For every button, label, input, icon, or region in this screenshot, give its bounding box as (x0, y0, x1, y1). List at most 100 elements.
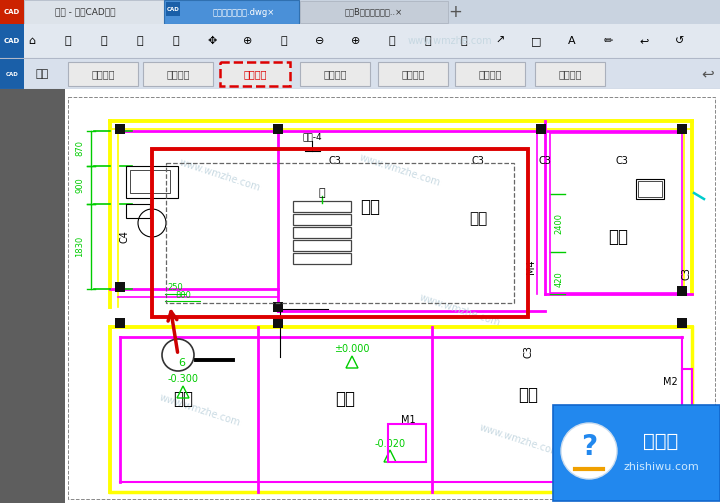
Bar (536, 124, 546, 134)
Text: ↩: ↩ (639, 36, 649, 46)
Text: 绝距-4: 绝距-4 (302, 132, 322, 141)
Text: 公爵B型别墅方案全..×: 公爵B型别墅方案全..× (345, 8, 403, 17)
Text: 📦: 📦 (425, 36, 431, 46)
Text: -0.300: -0.300 (168, 374, 199, 384)
Bar (0, 24, 24, 59)
Text: C3: C3 (472, 156, 485, 166)
Bar (68, 62, 138, 86)
Bar (166, 163, 514, 303)
Bar (293, 214, 351, 225)
Text: 色彩切换: 色彩切换 (558, 69, 582, 79)
Text: C4: C4 (119, 230, 129, 243)
Bar (115, 124, 125, 134)
Bar (273, 302, 283, 312)
Text: 2400: 2400 (554, 213, 564, 234)
Text: 上: 上 (319, 188, 325, 198)
Text: 1830: 1830 (76, 236, 84, 257)
Text: 420: 420 (554, 271, 564, 287)
Text: 870: 870 (76, 140, 84, 156)
Bar (550, 133, 682, 293)
Text: 📋: 📋 (173, 36, 179, 46)
Bar (0, 89, 720, 503)
Text: 门厅: 门厅 (335, 390, 355, 408)
Bar (0, 0, 24, 24)
Bar (166, 2, 180, 16)
Text: ⬜: ⬜ (461, 36, 467, 46)
Text: 实时缩放: 实时缩放 (478, 69, 502, 79)
Bar (273, 318, 283, 328)
Text: ±0.000: ±0.000 (334, 344, 370, 354)
Text: zhishiwu.com: zhishiwu.com (623, 462, 699, 472)
Text: M2: M2 (662, 377, 678, 387)
Text: 250: 250 (167, 283, 183, 292)
Bar (0, 0, 720, 24)
Text: ↩: ↩ (701, 66, 714, 81)
Bar (636, 179, 664, 199)
Text: 打印: 打印 (35, 69, 49, 79)
Bar (0, 59, 24, 89)
Text: ⊖: ⊖ (315, 36, 325, 46)
Bar (0, 59, 720, 89)
Text: 打印设置: 打印设置 (166, 69, 190, 79)
Bar (638, 181, 662, 197)
Text: □: □ (531, 36, 541, 46)
Text: CAD: CAD (4, 38, 20, 44)
Bar (115, 318, 125, 328)
Text: www.wmzhe.com: www.wmzhe.com (478, 422, 562, 458)
Text: ?: ? (581, 433, 597, 461)
Bar (0, 24, 720, 59)
Text: www.wmzhe.com: www.wmzhe.com (359, 152, 442, 188)
Text: M4: M4 (526, 260, 536, 274)
Bar (378, 62, 448, 86)
Text: C3: C3 (523, 346, 533, 359)
Text: ✥: ✥ (207, 36, 217, 46)
Text: 首页 - 迅捷CAD看图: 首页 - 迅捷CAD看图 (55, 8, 115, 17)
Text: ✏: ✏ (603, 36, 613, 46)
Bar (677, 124, 687, 134)
Text: 知识屋: 知识屋 (644, 432, 679, 451)
Text: www.wmzhe.com: www.wmzhe.com (179, 157, 262, 193)
Text: 储藏: 储藏 (360, 198, 380, 216)
Text: ⊕: ⊕ (351, 36, 361, 46)
Text: www.wmzhe.com: www.wmzhe.com (158, 392, 242, 428)
Text: 厨房: 厨房 (608, 228, 628, 246)
Bar (293, 240, 351, 251)
Bar (535, 62, 605, 86)
Bar (126, 204, 150, 218)
Bar (388, 424, 426, 462)
Bar (152, 149, 528, 317)
Circle shape (561, 423, 617, 479)
Bar (126, 166, 178, 198)
Bar (455, 62, 525, 86)
Text: 开始打印: 开始打印 (91, 69, 114, 79)
Text: 💾: 💾 (101, 36, 107, 46)
Bar (293, 253, 351, 264)
Text: C3: C3 (681, 268, 691, 281)
Text: 车库: 车库 (173, 390, 193, 408)
Text: www.wmzhe.com: www.wmzhe.com (408, 36, 492, 46)
Text: 客厅: 客厅 (518, 386, 538, 404)
Text: A: A (568, 36, 576, 46)
Text: 🖨: 🖨 (137, 36, 143, 46)
Text: M1: M1 (401, 415, 415, 425)
Text: C3: C3 (328, 156, 341, 166)
Text: +: + (448, 3, 462, 21)
Text: 显示全图: 显示全图 (323, 69, 347, 79)
Text: -0.020: -0.020 (374, 439, 405, 449)
Bar (300, 1, 448, 23)
Bar (164, 0, 299, 24)
Bar (143, 62, 213, 86)
Text: 手动平移: 手动平移 (401, 69, 425, 79)
Text: 🌴: 🌴 (65, 36, 71, 46)
Text: 精致独立式别墅.dwg×: 精致独立式别墅.dwg× (213, 8, 275, 17)
Bar (677, 286, 687, 296)
Text: CAD: CAD (4, 9, 20, 15)
Text: 900: 900 (76, 177, 84, 193)
Text: 框选打印: 框选打印 (243, 69, 266, 79)
Bar (68, 97, 715, 499)
Text: ↺: ↺ (675, 36, 685, 46)
Bar (677, 318, 687, 328)
Text: ⌂: ⌂ (28, 36, 35, 46)
Text: C3: C3 (539, 156, 552, 166)
Bar (115, 282, 125, 292)
